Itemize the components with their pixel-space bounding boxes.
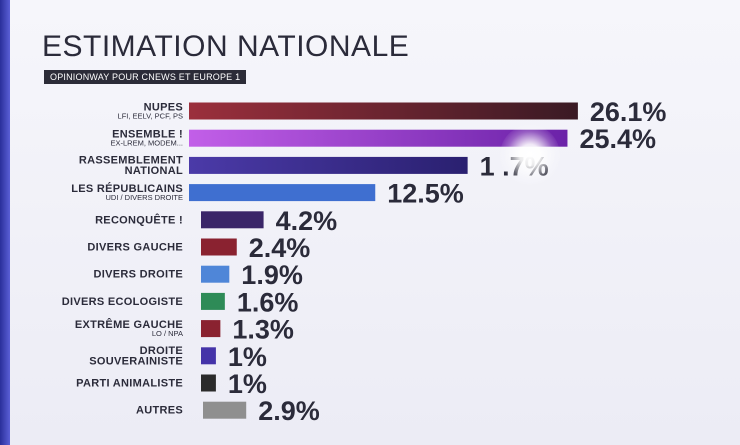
screen-bezel xyxy=(0,0,10,445)
bar-8 xyxy=(201,320,221,338)
bar-9 xyxy=(201,347,216,365)
value-label: 1.9% xyxy=(241,260,303,290)
bar-2 xyxy=(189,156,468,174)
category-label: RECONQUÊTE ! xyxy=(95,213,183,226)
broadcast-screen: ESTIMATION NATIONALE OPINIONWAY POUR CNE… xyxy=(10,0,740,445)
category-label: NUPES xyxy=(144,101,183,113)
bar-11 xyxy=(203,401,247,419)
category-label: PARTI ANIMALISTE xyxy=(76,378,183,390)
category-sublabel: LO / NPA xyxy=(152,329,183,338)
category-label: DIVERS GAUCHE xyxy=(87,242,183,254)
value-label: 12.5% xyxy=(387,179,464,209)
value-label: 1.3% xyxy=(232,315,294,345)
source-badge: OPINIONWAY POUR CNEWS ET EUROPE 1 xyxy=(44,70,247,84)
value-label: 1% xyxy=(228,369,267,399)
category-label: LES RÉPUBLICAINS xyxy=(71,182,183,195)
bar-0 xyxy=(189,102,578,120)
category-label: ENSEMBLE ! xyxy=(112,129,183,141)
page-title: ESTIMATION NATIONALE xyxy=(42,30,410,63)
bar-1 xyxy=(189,129,568,147)
category-sublabel: LFI, EELV, PCF, PS xyxy=(118,111,183,120)
category-sublabel: UDI / DIVERS DROITE xyxy=(105,193,183,202)
value-label: 4.2% xyxy=(276,206,338,236)
bar-7 xyxy=(201,292,225,310)
value-label: 1% xyxy=(228,342,267,372)
category-label: DROITE xyxy=(140,345,183,357)
bar-5 xyxy=(201,238,237,256)
value-label: 1.6% xyxy=(237,287,299,317)
category-label: SOUVERAINISTE xyxy=(89,356,183,368)
value-label: 2.4% xyxy=(249,233,311,263)
category-label: EXTRÊME GAUCHE xyxy=(75,318,183,331)
value-label: 2.9% xyxy=(258,396,320,426)
category-label: NATIONAL xyxy=(125,165,183,177)
category-label: AUTRES xyxy=(136,405,183,417)
bar-3 xyxy=(189,184,376,202)
value-label: 1 .7% xyxy=(480,151,549,181)
bar-4 xyxy=(201,211,264,229)
value-label: 26.1% xyxy=(590,97,667,127)
value-label: 25.4% xyxy=(579,124,656,154)
bar-10 xyxy=(201,374,216,392)
category-label: DIVERS ECOLOGISTE xyxy=(62,296,183,308)
bar-6 xyxy=(201,265,230,283)
category-sublabel: EX-LREM, MODEM... xyxy=(110,139,183,148)
category-label: RASSEMBLEMENT xyxy=(79,155,183,167)
category-label: DIVERS DROITE xyxy=(94,269,183,281)
